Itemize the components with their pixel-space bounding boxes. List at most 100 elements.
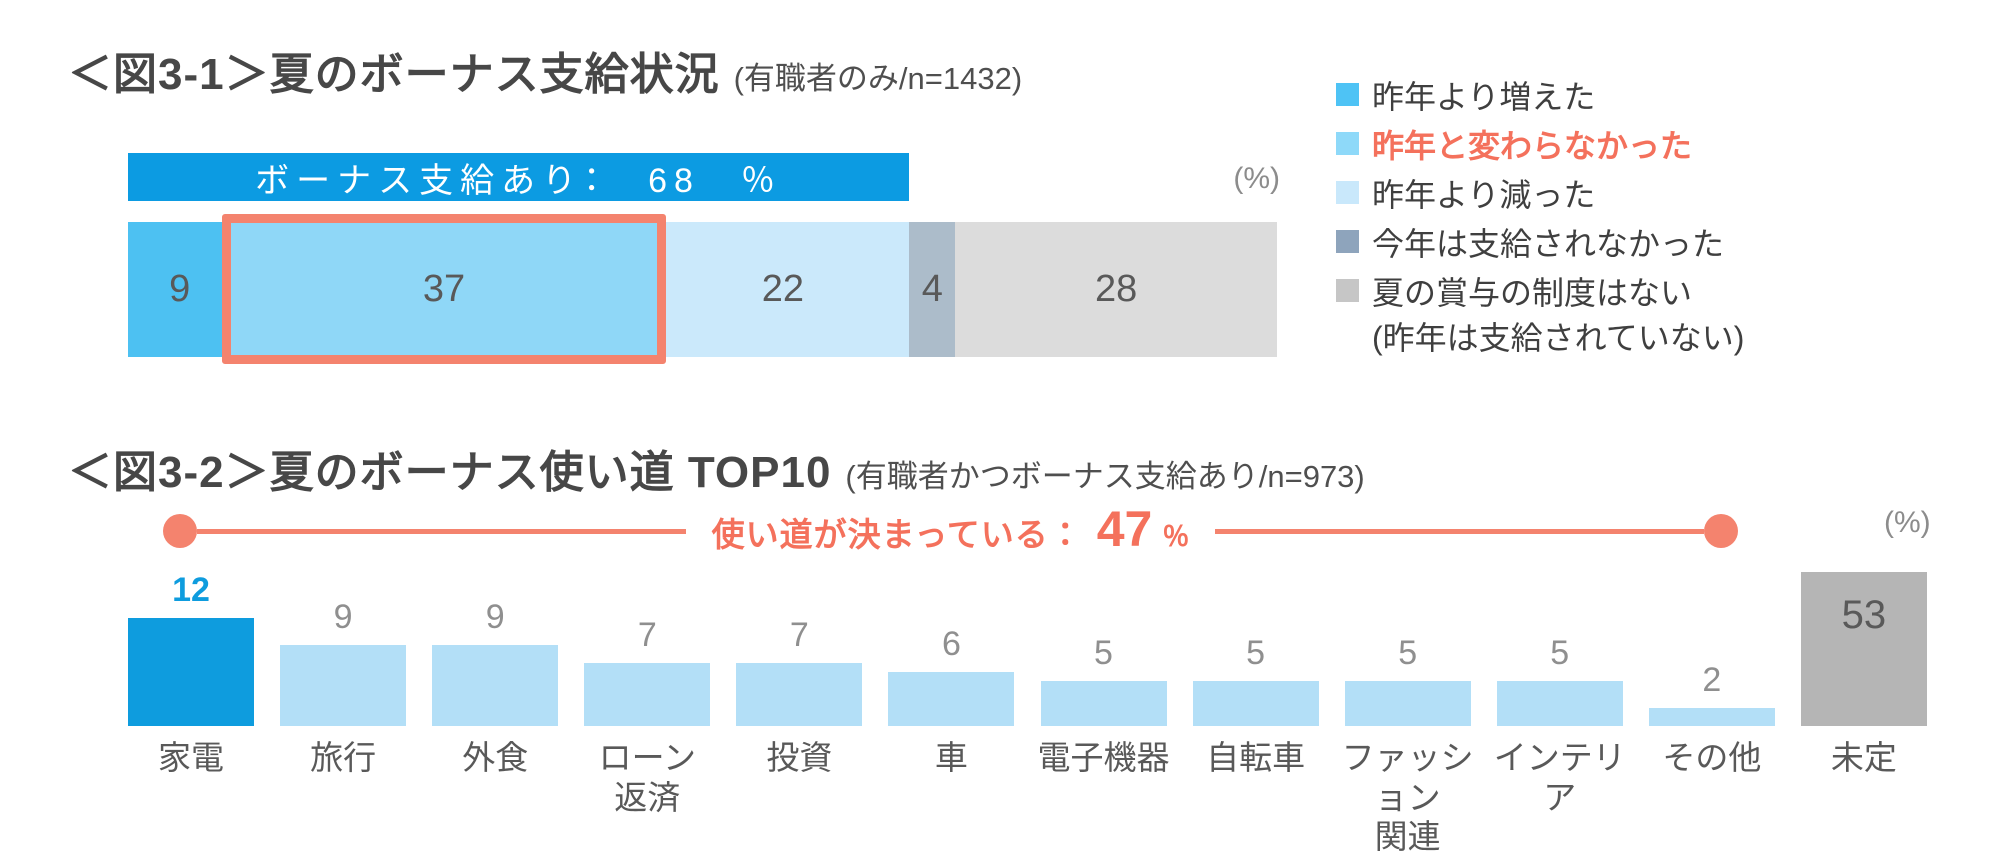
chart2-percent-unit-label: (%) [1884,506,1931,539]
annotation-line-right [1215,528,1704,534]
stacked-bar: 9 37 22 4 28 [128,214,1277,364]
bar-area: 2 [1636,560,1788,726]
bar-category-label: インテリア [1493,739,1626,816]
bar-column-その他: 2 その他 [1636,560,1788,856]
bar-category-label: 投資 [766,739,833,776]
bar-category-label: 未定 [1830,739,1897,776]
bar-value-label: 5 [1094,634,1113,672]
bar-area: 5 [1027,560,1179,726]
legend-swatch-icon [1336,230,1359,253]
chart1-percent-unit-label: (%) [1233,162,1280,195]
bar [1344,681,1471,726]
bar-value-label: 5 [1246,634,1266,672]
bar-area: 6 [875,560,1027,726]
legend-label: 昨年より減った [1372,177,1596,213]
bar-column-インテリア: 5 インテリア [1484,560,1636,856]
bar-value-label: 9 [333,598,353,636]
legend-swatch-icon [1336,279,1359,302]
legend-label: 昨年より増えた [1372,79,1596,115]
legend-note: (昨年は支給されていない) [1372,320,1745,356]
legend-item-4: 今年は支給されなかった [1336,221,1744,270]
bar-area: 12 [115,560,267,726]
stacked-bar-segment-5: 28 [955,222,1277,357]
bar-category-label: 自転車 [1206,739,1306,776]
bar-category-label: 電子機器 [1037,739,1170,776]
legend-item-2: 昨年と変わらなかった [1336,123,1744,172]
segment-value-label: 37 [422,268,466,310]
bar-column-自転車: 5 自転車 [1180,560,1332,856]
bar-category-label: 家電 [158,739,225,776]
segment-value-label: 9 [169,268,191,310]
bar-value-label: 7 [789,616,809,654]
bar-category-label: ローン 返済 [598,739,696,816]
annotation-line-left [197,528,686,534]
line-endpoint-left-dot-icon [163,514,197,548]
stacked-bar-segment-4: 4 [909,222,956,357]
bar-column-ローン返済: 7 ローン 返済 [571,560,723,856]
stacked-bar-segment-2: 37 [231,222,657,357]
bar-column-外食: 9 外食 [419,560,571,856]
bar-area: 5 [1332,560,1484,726]
bar [888,672,1015,726]
decided-usage-value: 47 [1096,501,1153,557]
legend-swatch-icon [1336,132,1359,155]
bar-column-電子機器: 5 電子機器 [1027,560,1179,856]
bonus-paid-banner-text: ボーナス支給あり： 68 ％ [255,161,782,200]
bar-area: 5 [1180,560,1332,726]
legend-item-5: 夏の賞与の制度はない (昨年は支給されていない) [1336,270,1744,360]
stacked-bar-segment-1: 9 [128,222,232,357]
bar-column-未定: 53 未定 [1788,560,1940,856]
bar-column-家電: 12 家電 [115,560,267,856]
legend-label: 夏の賞与の制度はない [1372,275,1693,311]
bar-value-label: 6 [941,625,961,663]
bar-area: 7 [571,560,723,726]
legend-label: 昨年と変わらなかった [1372,128,1693,164]
bar-category-label: その他 [1662,739,1762,776]
bar-area: 5 [1484,560,1636,726]
stacked-bar-segment-3: 22 [656,222,910,357]
chart2-title: ＜図3-2＞夏のボーナス使い道 TOP10 (有職者かつボーナス支給あり/n=9… [68,436,1365,500]
bar-value-label: 9 [485,598,505,636]
bar-column-投資: 7 投資 [723,560,875,856]
bonus-paid-banner: ボーナス支給あり： 68 ％ [128,153,909,201]
bar-area: 9 [267,560,419,726]
bar [1192,681,1319,726]
chart2-title-sub: (有職者かつボーナス支給あり/n=973) [845,459,1365,494]
segment-value-label: 4 [921,268,943,310]
bar [584,663,711,726]
bar-value-label: 2 [1702,661,1722,699]
legend-swatch-icon [1336,181,1359,204]
bar-column-旅行: 9 旅行 [267,560,419,856]
chart1-title-sub: (有職者のみ/n=1432) [733,61,1023,96]
legend-swatch-icon [1336,83,1359,106]
bar-value-label: 53 [1841,593,1887,637]
legend-item-1: 昨年より増えた [1336,74,1744,123]
bar [128,618,255,726]
bar-area: 7 [723,560,875,726]
chart1-title: ＜図3-1＞夏のボーナス支給状況 (有職者のみ/n=1432) [68,38,1022,102]
segment-value-label: 22 [761,268,805,310]
legend-item-3: 昨年より減った [1336,172,1744,221]
bar [280,645,407,726]
bar [1800,572,1927,726]
segment-value-label: 28 [1094,268,1138,310]
bar [1040,681,1167,726]
decided-usage-label: 使い道が決まっている： [711,516,1083,553]
bar-category-label: 外食 [462,739,529,776]
decided-usage-unit: ％ [1162,522,1190,552]
bar [736,663,863,726]
decided-usage-annotation: 使い道が決まっている： 47 ％ [163,501,1738,557]
decided-usage-text: 使い道が決まっている： 47 ％ [686,500,1216,558]
bar-column-ファッション関連: 5 ファッション 関連 [1332,560,1484,856]
bar-value-label: 5 [1398,634,1418,672]
bar [1496,681,1623,726]
usage-bar-chart: 12 家電 9 旅行 9 外食 7 ローン 返済 7 投資 6 車 5 電子機器 5 自転車 5 ファッション 関… [115,560,1940,856]
chart1-title-main: ＜図3-1＞夏のボーナス支給状況 [68,50,720,99]
bar-value-label: 7 [637,616,657,654]
bar [1648,708,1775,726]
chart2-title-main: ＜図3-2＞夏のボーナス使い道 TOP10 [68,448,832,497]
bar-value-label: 5 [1550,634,1570,672]
bar-category-label: 旅行 [310,739,377,776]
